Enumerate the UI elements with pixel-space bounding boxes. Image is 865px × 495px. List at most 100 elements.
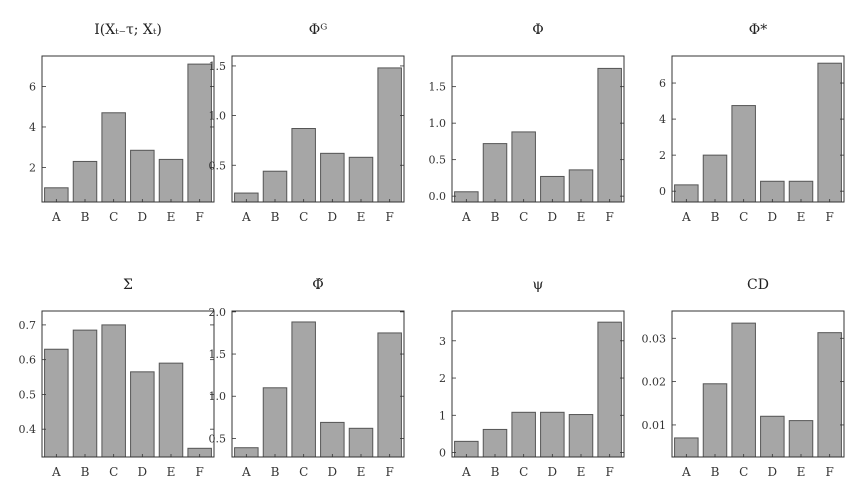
x-tick-label: F	[196, 210, 204, 224]
bar-F	[817, 332, 842, 458]
bar-C	[291, 128, 316, 203]
bar-chart-3: Φ A B C D E F 0.0 0.5 1.0 1.5	[429, 22, 625, 224]
y-tick-label: 0.7	[19, 319, 37, 332]
bar-E	[348, 427, 374, 458]
x-tick-label: B	[491, 210, 500, 224]
x-tick-label: B	[81, 465, 90, 479]
x-tick-label: C	[299, 210, 308, 224]
x-tick-label: B	[711, 465, 720, 479]
x-tick-label: B	[81, 210, 90, 224]
bar-F	[597, 67, 622, 203]
bar-chart-6: Φ̃ A B C D E F 0.5 1.0 1.5 2.0	[209, 277, 405, 479]
x-tick-label: C	[299, 465, 308, 479]
x-tick-label: D	[138, 210, 148, 224]
x-tick-label: F	[386, 465, 394, 479]
x-tick-label: D	[328, 465, 338, 479]
bar-chart-7: ψ A B C D E F 0 1 2 3	[439, 277, 625, 479]
bar-B	[262, 170, 288, 203]
bar-E	[568, 169, 594, 203]
bar-B	[72, 160, 98, 203]
y-tick-label: 1.0	[209, 390, 227, 403]
bar-chart-2: Φᴳ A B C D E F 0.5 1.0 1.5	[209, 22, 405, 224]
x-tick-label: C	[109, 210, 118, 224]
y-tick-label: 0.6	[19, 354, 37, 367]
y-tick-label: 0.02	[642, 376, 667, 389]
plot-frame	[451, 310, 625, 458]
x-tick-label: A	[51, 465, 61, 479]
x-tick-label: B	[491, 465, 500, 479]
x-tick-label: E	[797, 465, 806, 479]
x-tick-label: B	[711, 210, 720, 224]
chart-title: Φ̃	[312, 277, 323, 293]
plot-frame	[231, 310, 405, 458]
chart-title: ψ	[533, 277, 544, 293]
plot-frame	[451, 55, 625, 203]
x-tick-label: C	[519, 210, 528, 224]
x-tick-label: E	[167, 210, 176, 224]
chart-title: I(Xₜ₋τ; Xₜ)	[94, 22, 162, 38]
x-tick-label: C	[739, 465, 748, 479]
bar-C	[101, 112, 126, 203]
y-tick-label: 0.03	[642, 332, 667, 345]
bar-C	[511, 411, 536, 458]
bar-D	[320, 152, 345, 203]
x-tick-label: F	[826, 210, 834, 224]
plot-frame	[231, 55, 405, 203]
y-tick-label: 0.5	[19, 388, 37, 401]
x-tick-label: B	[271, 465, 280, 479]
bar-C	[511, 131, 536, 203]
bar-B	[702, 383, 728, 458]
y-tick-label: 0	[439, 447, 446, 460]
plot-frame	[671, 55, 845, 203]
y-tick-label: 0.5	[209, 159, 227, 172]
plot-frame	[41, 55, 215, 203]
y-tick-label: 1.5	[209, 60, 227, 73]
x-tick-label: A	[681, 465, 691, 479]
bar-B	[262, 387, 288, 458]
bar-D	[130, 149, 155, 203]
x-tick-label: A	[461, 210, 471, 224]
x-tick-label: E	[577, 210, 586, 224]
x-tick-label: E	[357, 465, 366, 479]
bar-B	[482, 143, 508, 203]
bar-chart-8: CDA B C D E F0.010.020.03	[642, 277, 845, 479]
bar-D	[130, 371, 155, 458]
x-tick-label: E	[577, 465, 586, 479]
x-tick-label: D	[548, 465, 558, 479]
x-tick-label: D	[768, 465, 778, 479]
y-tick-label: 1.0	[429, 117, 447, 130]
bar-D	[540, 175, 565, 203]
x-tick-label: D	[548, 210, 558, 224]
bar-B	[702, 154, 728, 203]
y-tick-label: 1.5	[209, 348, 227, 361]
bar-E	[158, 158, 184, 203]
y-tick-label: 6	[29, 80, 36, 93]
bar-A	[44, 348, 69, 458]
bar-chart-4: Φ* A B C D E F 0 2 4 6	[659, 22, 845, 224]
y-tick-label: 0.5	[209, 432, 227, 445]
bar-F	[377, 67, 402, 203]
x-tick-label: A	[461, 465, 471, 479]
bar-E	[788, 180, 814, 203]
y-tick-label: 1	[439, 409, 446, 422]
bar-B	[482, 428, 508, 458]
x-tick-label: A	[241, 210, 251, 224]
y-tick-label: 1.0	[209, 110, 227, 123]
bar-C	[101, 324, 126, 458]
bar-D	[760, 180, 785, 203]
x-tick-label: B	[271, 210, 280, 224]
y-tick-label: 2.0	[209, 306, 227, 319]
x-tick-label: F	[606, 465, 614, 479]
bar-chart-1: I(Xₜ₋τ; Xₜ) A B C D E F 2 4 6	[29, 22, 215, 224]
x-tick-label: A	[51, 210, 61, 224]
bar-chart-5: Σ A B C D E F 0.4 0.5 0.6 0.7	[19, 277, 215, 479]
bar-F	[187, 63, 212, 203]
x-tick-label: E	[357, 210, 366, 224]
bar-E	[158, 362, 184, 458]
y-tick-label: 4	[659, 113, 666, 126]
y-tick-label: 0.5	[429, 154, 447, 167]
plot-frame	[41, 310, 215, 458]
bar-F	[597, 321, 622, 458]
bar-E	[348, 156, 374, 203]
chart-title: Φᴳ	[309, 22, 328, 38]
